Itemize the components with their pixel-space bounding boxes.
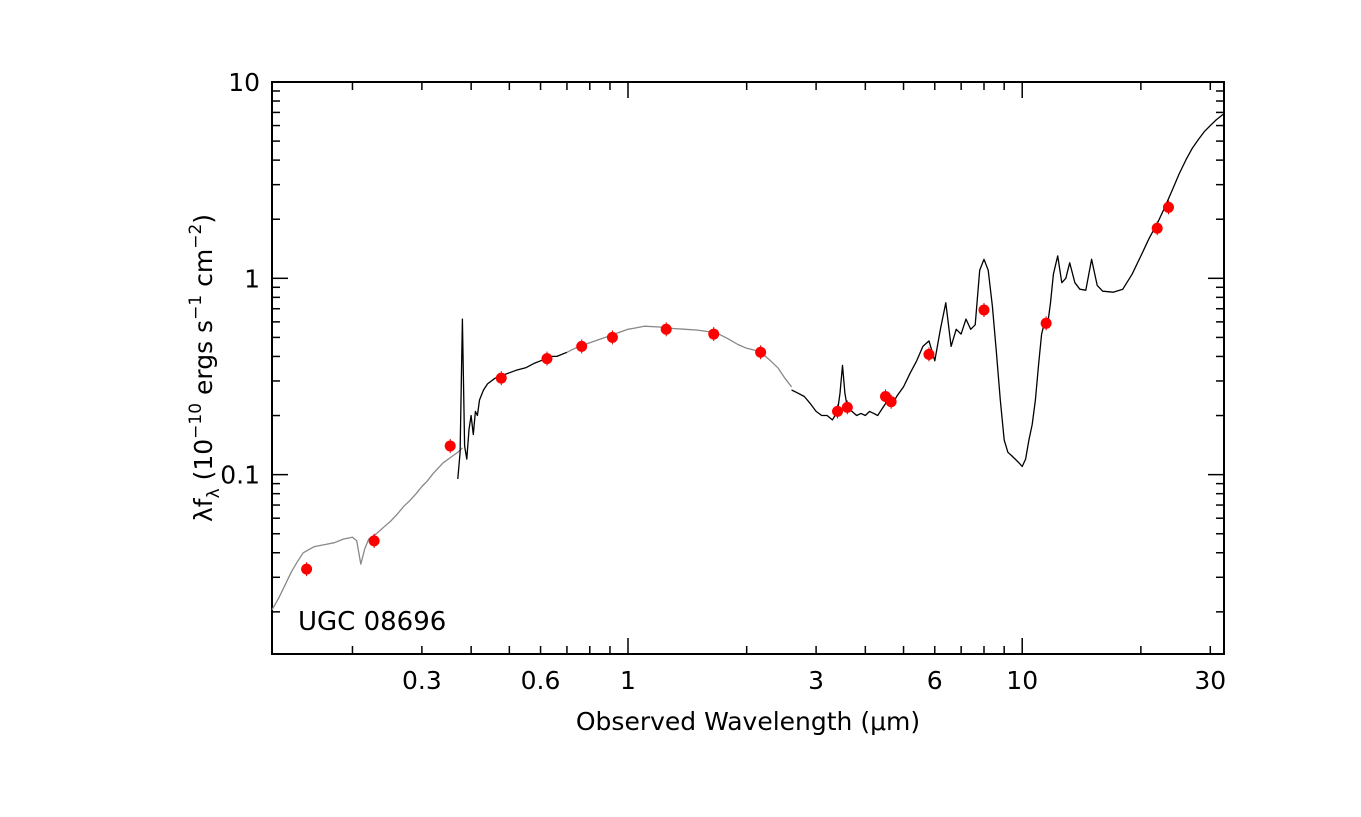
model-spectrum-gray: [271, 447, 463, 611]
x-tick-label: 0.3: [402, 666, 442, 695]
y-title-base: λf: [189, 497, 218, 522]
observed-spectrum-black: [791, 113, 1225, 468]
observed-spectrum-black: [457, 318, 568, 480]
photometry-point: [923, 348, 935, 360]
photometry-point: [541, 353, 553, 365]
y-title-open: (10: [189, 439, 218, 489]
photometry-point: [301, 563, 313, 575]
photometry-point: [368, 535, 380, 547]
data-series: [271, 113, 1225, 611]
x-tick-label: 0.6: [521, 666, 561, 695]
tick-labels: 0.3 0.6 1 3 6 10 30 0.1 1 10: [220, 68, 1226, 695]
y-tick-label: 10: [228, 68, 260, 97]
photometry-point: [444, 440, 456, 452]
x-tick-label: 6: [927, 666, 943, 695]
photometry-point: [1162, 201, 1174, 213]
x-tick-label: 3: [808, 666, 824, 695]
y-title-mid: ergs s: [189, 320, 218, 403]
y-title-base-sub: λ: [204, 488, 224, 498]
photometry-point: [832, 405, 844, 417]
photometry-point: [841, 401, 853, 413]
photometry-point: [978, 304, 990, 316]
photometry-point: [755, 346, 767, 358]
y-title-exp3: −2: [186, 224, 206, 249]
y-title-exp2: −1: [186, 295, 206, 320]
y-title-exp1: −10: [186, 403, 206, 439]
object-name-label: UGC 08696: [298, 607, 446, 637]
x-tick-label: 10: [1006, 666, 1038, 695]
photometry-points: [301, 200, 1174, 577]
y-title-mid2: cm: [189, 249, 218, 295]
photometry-point: [606, 331, 618, 343]
plot-frame: [271, 81, 1225, 655]
photometry-point: [885, 396, 897, 408]
photometry-point: [660, 323, 672, 335]
photometry-point: [576, 340, 588, 352]
photometry-point: [708, 328, 720, 340]
x-axis-title: Observed Wavelength (μm): [576, 707, 920, 736]
y-title-close: ): [189, 214, 218, 224]
y-tick-label: 1: [244, 264, 260, 293]
x-tick-label: 30: [1194, 666, 1226, 695]
y-tick-label: 0.1: [220, 461, 260, 490]
y-axis-title: λfλ (10−10 ergs s−1 cm−2): [186, 214, 224, 522]
photometry-point: [495, 372, 507, 384]
photometry-point: [1151, 222, 1163, 234]
photometry-point: [1040, 317, 1052, 329]
tick-marks: [272, 81, 1224, 654]
x-tick-label: 1: [620, 666, 636, 695]
